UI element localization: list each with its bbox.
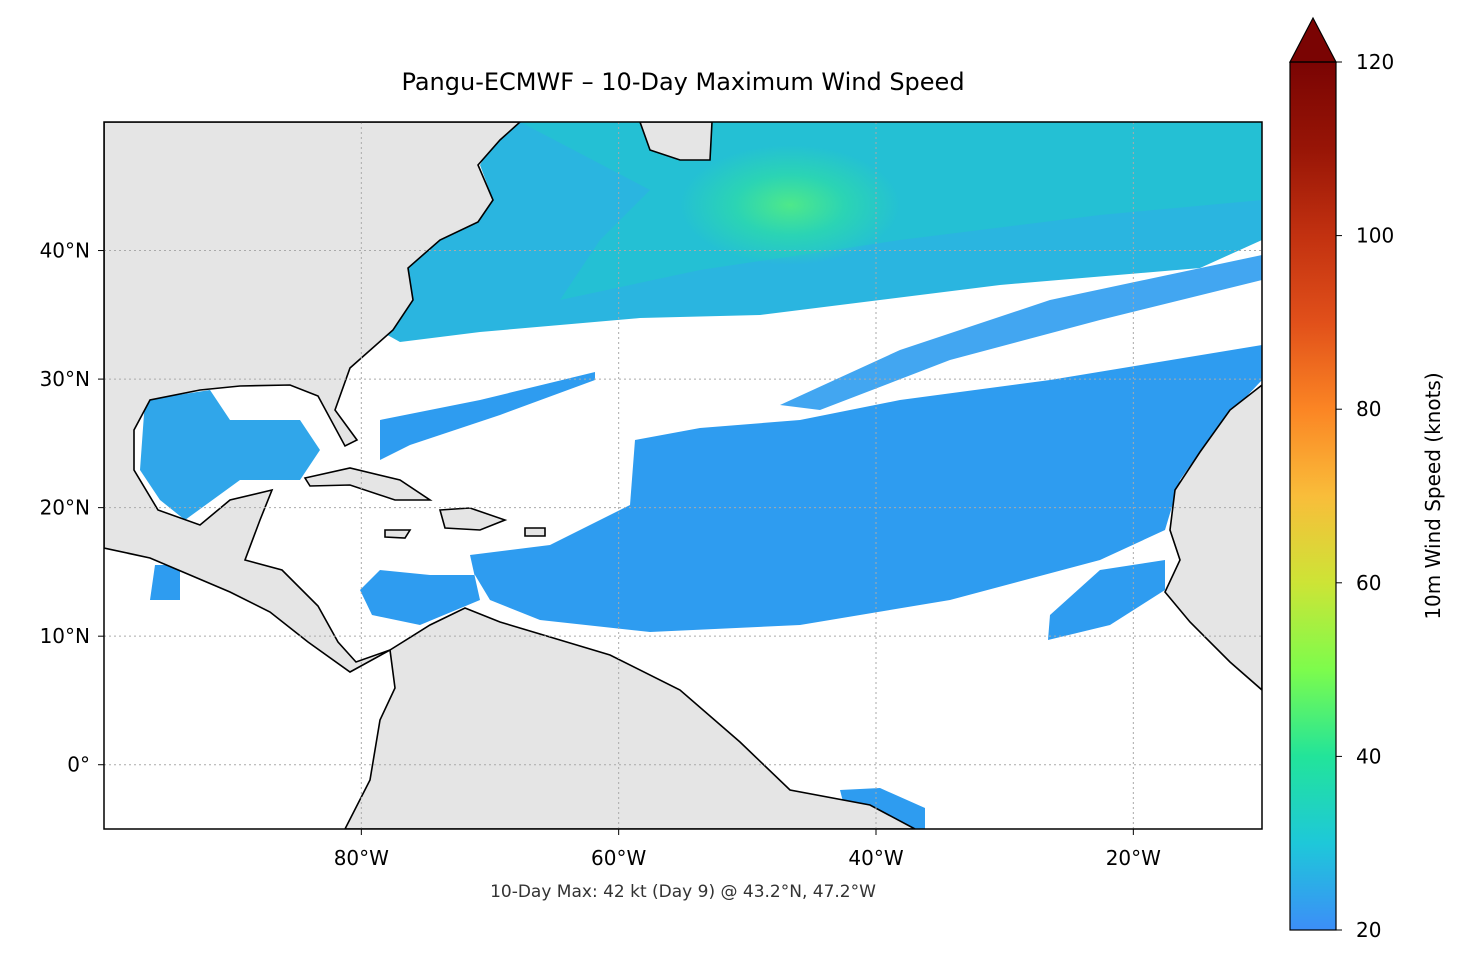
annotation: 10-Day Max: 42 kt (Day 9) @ 43.2°N, 47.2… — [490, 882, 876, 902]
colorbar-tick-label: 40 — [1356, 744, 1381, 768]
colorbar-label: 10m Wind Speed (knots) — [1421, 372, 1445, 619]
colorbar-tick-label: 120 — [1356, 50, 1394, 74]
colorbar-tick-label: 60 — [1356, 571, 1381, 595]
x-tick-label: 80°W — [334, 846, 389, 870]
colorbar-extension — [1289, 16, 1337, 63]
y-tick-label: 30°N — [40, 367, 90, 391]
wind-field — [104, 122, 1262, 829]
x-tick-label: 60°W — [591, 846, 646, 870]
colorbar-tick-label: 20 — [1356, 918, 1381, 942]
x-tick-label: 20°W — [1106, 846, 1161, 870]
map-frame — [103, 121, 1263, 830]
map-area — [104, 122, 1262, 829]
y-tick-label: 10°N — [40, 624, 90, 648]
grid — [104, 122, 1262, 829]
colorbar-tick-label: 100 — [1356, 224, 1394, 248]
y-tick-label: 40°N — [40, 239, 90, 263]
colorbar: 20 40 60 80 100 120 10m Wind Speed (knots) — [1289, 16, 1445, 942]
land — [104, 122, 1262, 829]
colorbar-scale — [1290, 62, 1336, 930]
colorbar-tick-label: 80 — [1356, 397, 1381, 421]
axes: 80°W 60°W 40°W 20°W 0° 10°N 20°N 30°N 40°N — [40, 239, 1162, 870]
chart-title: Pangu-ECMWF – 10-Day Maximum Wind Speed — [401, 68, 964, 96]
y-tick-label: 0° — [67, 753, 90, 777]
y-tick-label: 20°N — [40, 496, 90, 520]
colorbar-frame — [1289, 61, 1337, 931]
x-tick-label: 40°W — [848, 846, 903, 870]
